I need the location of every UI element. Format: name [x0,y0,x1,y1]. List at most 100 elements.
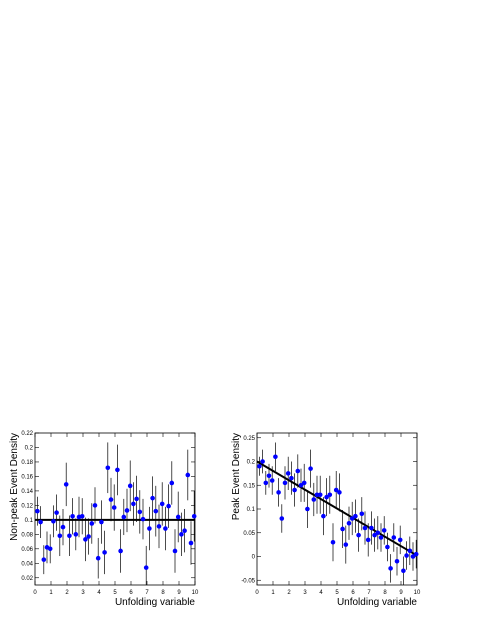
data-point [330,539,336,545]
data-point [127,483,133,489]
data-point [108,497,114,502]
data-point [356,532,361,538]
data-point [102,550,107,555]
data-point [150,495,155,501]
data-point [311,497,317,502]
data-point [282,480,288,486]
x-tick-label: 2 [287,590,291,596]
data-point [86,534,91,539]
data-point [179,532,184,537]
data-point [191,513,197,519]
data-point [407,548,413,554]
x-tick-label: 6 [351,590,355,596]
data-point [140,516,146,522]
y-tick-label: -0.05 [241,578,255,584]
data-point [372,532,377,538]
data-point [340,526,345,532]
data-point [35,508,40,514]
data-point [105,465,111,471]
data-point [124,508,130,513]
data-point [63,482,69,487]
data-point [343,542,349,547]
x-tick-label: 9 [177,590,181,596]
data-point [353,513,358,519]
data-point [317,492,323,498]
y-tick-label: 0.16 [21,474,33,480]
y-ticks-right: -0.05 0 0.05 0.1 0.15 0.2 0.25 [241,436,417,584]
y-tick-label: 0.05 [243,531,255,537]
data-point [95,555,101,561]
x-tick-label: 3 [81,590,85,596]
data-point [314,492,320,498]
data-point [394,558,400,564]
data-point [324,494,329,500]
data-point [79,513,85,519]
data-point [143,565,149,570]
x-tick-label: 4 [97,590,101,596]
data-point [388,566,393,571]
data-point [153,508,159,514]
x-tick-label: 7 [367,590,371,596]
data-point [41,557,47,562]
data-point [175,514,181,520]
data-point [410,554,416,559]
data-point [413,551,419,557]
data-point [60,524,66,530]
points-right [257,454,419,574]
data-point [327,492,333,498]
data-point [83,537,88,542]
x-ticks-left: 0 1 2 3 4 5 6 7 8 9 10 [33,433,199,596]
data-point [188,540,194,546]
data-point [362,525,368,531]
data-point [391,535,397,540]
data-point [365,537,371,543]
x-ticks-right: 0 1 2 3 4 5 6 7 8 9 10 [255,433,421,596]
y-tick-label: 0.1 [247,507,256,513]
data-point [51,519,56,524]
data-point [169,480,175,486]
y-tick-label: 0.04 [21,561,33,567]
data-point [308,466,313,471]
y-ticks-left: 0.02 0.04 0.06 0.08 0.1 0.12 0.14 0.16 0.18 0.2 0.… [21,431,195,582]
data-point [260,459,265,464]
data-point [375,530,381,536]
x-tick-label: 1 [271,590,275,596]
data-point [163,526,168,531]
data-point [156,524,162,529]
data-point [70,513,75,519]
points-left [35,465,197,570]
data-point [166,503,171,509]
y-tick-label: 0.2 [25,445,34,451]
data-point [279,516,285,521]
data-point [182,528,187,534]
x-tick-label: 8 [383,590,387,596]
y-tick-label: 0.02 [21,576,33,582]
data-point [378,535,384,540]
data-point [185,472,191,478]
y-axis-title-left: Non-peak Event Density [9,433,20,541]
x-tick-label: 5 [335,590,339,596]
data-point [404,553,409,558]
data-point [54,510,59,515]
x-tick-label: 4 [319,590,323,596]
data-point [257,463,262,469]
data-point [147,526,152,531]
data-point [73,532,79,537]
x-axis-title-right: Unfolding variable [337,597,417,608]
data-point [298,482,304,488]
data-point [359,511,365,517]
data-point [305,506,310,512]
data-point [92,503,98,508]
data-point [285,471,291,476]
data-point [137,509,143,515]
data-point [115,467,120,473]
y-tick-label: 0.14 [21,489,33,495]
data-point [67,533,72,539]
x-axis-title-left: Unfolding variable [115,597,195,608]
data-point [118,548,123,554]
x-tick-label: 0 [255,590,259,596]
data-point [369,525,374,531]
x-tick-label: 2 [65,590,69,596]
